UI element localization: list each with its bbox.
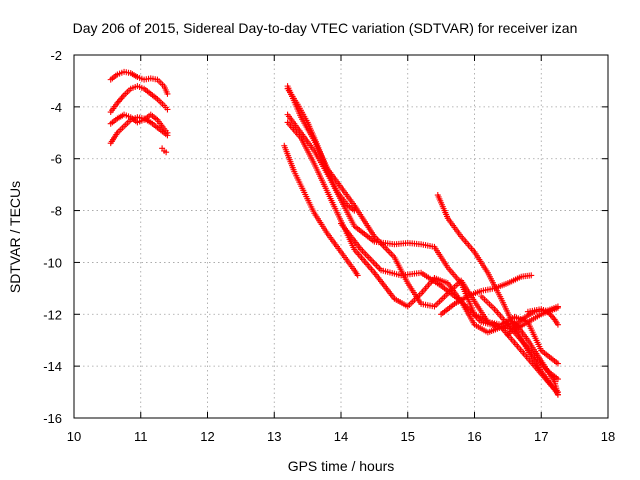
series-arc-early-2 bbox=[107, 83, 171, 116]
y-tick-label: -8 bbox=[50, 204, 62, 219]
y-axis-label: SDTVAR / TECUs bbox=[7, 181, 23, 293]
grid-lines bbox=[74, 55, 608, 418]
data-point bbox=[163, 149, 170, 156]
data-point bbox=[554, 376, 561, 383]
axis-ticks: 10 11 12 13 14 15 16 17 18 -16 -14 -12 -10 -8 -6 -4 -2 bbox=[43, 48, 615, 444]
data-point bbox=[528, 272, 535, 279]
series-arc-8 bbox=[438, 272, 535, 318]
y-tick-label: -10 bbox=[43, 255, 62, 270]
series-arc-5 bbox=[281, 142, 361, 279]
y-tick-label: -12 bbox=[43, 307, 62, 322]
y-tick-label: -16 bbox=[43, 411, 62, 426]
x-tick-label: 11 bbox=[134, 429, 148, 444]
data-point bbox=[554, 303, 561, 310]
data-point bbox=[164, 90, 171, 97]
plot-frame bbox=[73, 54, 609, 419]
series-arc-11 bbox=[478, 293, 561, 383]
series-arc-early-1 bbox=[107, 68, 171, 97]
data-point bbox=[164, 132, 171, 139]
series-arc-early-4 bbox=[107, 114, 171, 147]
data-point bbox=[354, 272, 361, 279]
y-tick-label: -14 bbox=[43, 359, 62, 374]
x-tick-label: 15 bbox=[401, 429, 415, 444]
data-point bbox=[351, 207, 358, 214]
x-tick-label: 10 bbox=[67, 429, 81, 444]
data-point bbox=[554, 391, 561, 398]
chart-title: Day 206 of 2015, Sidereal Day-to-day VTE… bbox=[73, 20, 578, 36]
data-points bbox=[107, 68, 561, 398]
data-point bbox=[164, 106, 171, 113]
y-tick-label: -2 bbox=[50, 48, 62, 63]
x-tick-label: 12 bbox=[200, 429, 214, 444]
x-tick-label: 13 bbox=[267, 429, 281, 444]
y-tick-label: -6 bbox=[50, 152, 62, 167]
x-tick-label: 16 bbox=[467, 429, 481, 444]
x-tick-label: 18 bbox=[601, 429, 615, 444]
series-arc-10 bbox=[524, 306, 561, 328]
series-arc-1 bbox=[284, 83, 561, 333]
y-tick-label: -4 bbox=[50, 100, 62, 115]
x-axis-label: GPS time / hours bbox=[288, 458, 395, 474]
data-point bbox=[554, 321, 561, 328]
series-arc-early-5 bbox=[159, 145, 170, 156]
x-tick-label: 17 bbox=[534, 429, 548, 444]
data-point bbox=[554, 360, 561, 367]
x-tick-label: 14 bbox=[334, 429, 348, 444]
series-arc-4 bbox=[284, 85, 358, 214]
